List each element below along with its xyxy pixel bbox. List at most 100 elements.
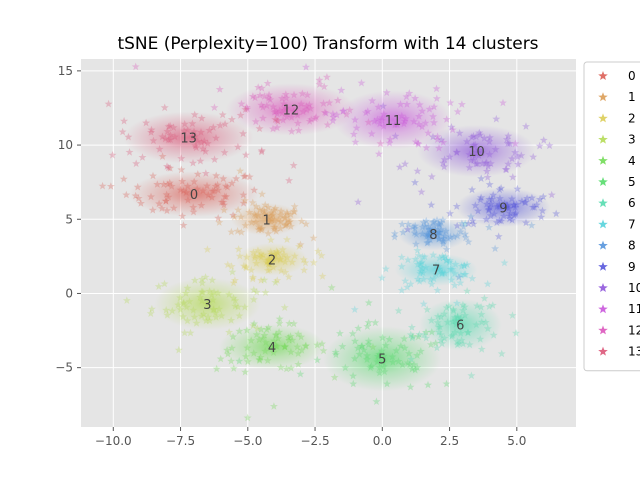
point-cluster-2 [283,253,292,262]
point-cluster-12 [282,112,291,121]
point-cluster-8 [449,232,458,241]
point-cluster-5 [416,347,425,355]
point-cluster-13 [257,147,266,156]
point-cluster-11 [328,109,337,118]
point-cluster-8 [461,233,470,242]
point-cluster-6 [485,302,494,310]
point-cluster-5 [379,362,388,371]
point-cluster-12 [322,73,331,81]
point-cluster-3 [182,303,191,311]
point-cluster-6 [497,349,506,358]
point-cluster-3 [176,305,185,313]
point-cluster-5 [366,363,375,372]
point-cluster-1 [252,202,261,210]
point-cluster-9 [489,190,498,199]
point-cluster-12 [297,99,306,108]
point-cluster-12 [311,114,320,123]
point-cluster-0 [155,199,164,208]
point-cluster-0 [179,221,188,229]
point-cluster-0 [193,170,202,178]
point-cluster-3 [204,312,213,321]
point-cluster-3 [240,303,249,311]
point-cluster-12 [376,139,385,148]
point-cluster-8 [424,231,433,240]
point-cluster-5 [383,379,392,388]
point-cluster-4 [272,330,281,338]
density-cloud-3 [154,277,261,330]
point-cluster-5 [335,329,344,337]
point-cluster-11 [368,96,377,105]
legend-label-1: 1 [628,90,636,104]
point-cluster-5 [363,322,372,330]
cluster-label-5: 5 [378,353,386,368]
point-cluster-4 [252,330,261,339]
point-cluster-0 [134,194,143,202]
point-cluster-7 [426,275,435,284]
point-cluster-12 [258,103,267,111]
point-cluster-6 [472,320,481,329]
point-cluster-0 [217,198,226,206]
point-cluster-13 [201,147,210,155]
point-cluster-4 [241,367,250,376]
point-cluster-5 [353,344,362,352]
point-cluster-8 [430,217,439,226]
point-cluster-12 [275,106,284,115]
point-cluster-11 [432,94,441,102]
point-cluster-6 [423,305,432,313]
point-cluster-0 [220,192,229,201]
point-cluster-0 [163,206,171,215]
point-cluster-5 [375,368,384,377]
point-cluster-12 [293,119,302,127]
point-cluster-11 [391,120,399,129]
point-cluster-11 [374,149,383,158]
point-cluster-0 [177,165,186,174]
point-cluster-5 [422,328,430,336]
point-cluster-0 [219,174,228,183]
point-cluster-13 [120,116,129,125]
point-cluster-10 [417,187,426,196]
point-cluster-11 [302,63,310,71]
legend-label-3: 3 [628,133,636,147]
point-cluster-9 [511,203,520,211]
point-cluster-5 [338,342,347,350]
point-cluster-9 [505,211,514,220]
cluster-label-4: 4 [268,341,276,356]
point-cluster-3 [198,275,206,283]
point-cluster-7 [406,279,415,288]
point-cluster-11 [374,103,383,111]
legend-label-0: 0 [628,69,636,83]
point-cluster-8 [456,227,465,236]
point-cluster-11 [499,98,507,107]
point-cluster-2 [235,251,244,260]
point-cluster-4 [247,336,256,344]
point-cluster-4 [288,336,297,344]
point-cluster-5 [375,363,384,372]
point-cluster-8 [457,219,466,227]
point-cluster-9 [523,194,532,202]
point-cluster-6 [451,316,460,325]
cluster-label-9: 9 [499,201,507,216]
point-cluster-3 [196,293,205,301]
cluster-label-10: 10 [468,145,485,160]
density-cloud-5 [323,326,442,392]
point-cluster-11 [386,135,395,143]
point-cluster-7 [429,274,438,283]
legend-marker-9 [598,261,608,271]
point-cluster-10 [529,152,538,161]
point-cluster-11 [370,117,379,125]
point-cluster-13 [163,162,171,170]
point-cluster-12 [312,113,321,121]
density-cloud-13 [123,111,254,164]
point-cluster-10 [545,141,554,150]
point-cluster-5 [408,364,417,373]
point-cluster-8 [424,222,433,230]
point-cluster-0 [250,186,259,194]
legend-marker-8 [598,240,608,250]
y-tick-label: 15 [58,64,73,78]
point-cluster-3 [190,312,199,321]
point-cluster-10 [437,135,446,144]
point-cluster-6 [434,328,443,336]
point-cluster-8 [424,231,433,239]
point-cluster-2 [273,276,282,284]
point-cluster-7 [434,262,443,271]
